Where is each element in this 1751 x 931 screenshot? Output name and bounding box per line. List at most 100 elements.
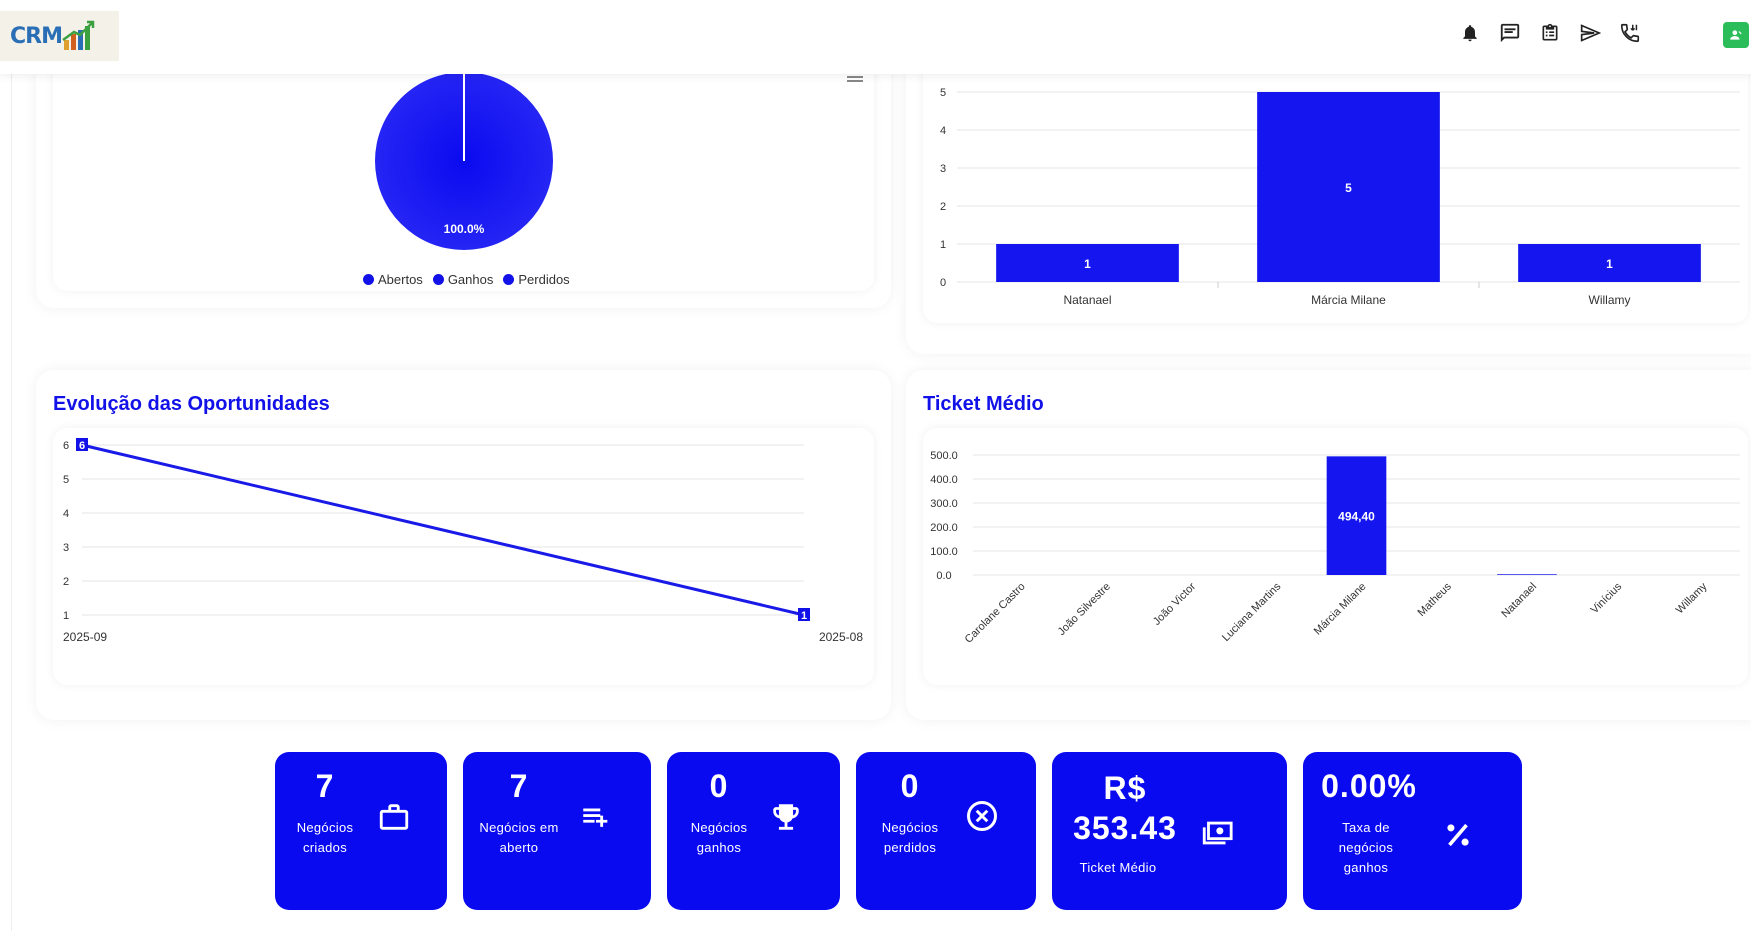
phone-icon[interactable]: [1619, 22, 1641, 44]
pie-legend: Abertos Ganhos Perdidos: [363, 272, 570, 287]
briefcase-icon: [379, 804, 409, 830]
ticket-bar-chart: 0.0 100.0 200.0 300.0 400.0 500.0 Carolane Cas…: [930, 450, 1740, 646]
bar[interactable]: [1257, 92, 1440, 282]
stat-value: 7: [315, 768, 335, 804]
legend-dot: [432, 274, 444, 285]
stat-negocios-perdidos[interactable]: 0 Negócios perdidos: [856, 752, 1036, 910]
pie-data-label: 100.0%: [444, 222, 485, 236]
legend-label: Ganhos: [447, 272, 494, 287]
logo-text: CRM: [10, 23, 63, 49]
stat-label: Taxa de negócios ganhos: [1338, 820, 1394, 875]
logo[interactable]: CRM: [0, 11, 119, 61]
stat-label: Ticket Médio: [1079, 860, 1157, 875]
x-tick-label: João Victor: [1151, 580, 1198, 627]
point-data-label: 6: [79, 440, 85, 452]
x-tick-label: Natanael: [1063, 293, 1111, 307]
bar-data-label: 5: [1345, 181, 1352, 195]
logo-chart-icon: [62, 20, 95, 50]
y-tick-label: 0: [940, 277, 946, 289]
x-tick-label: Willamy: [1589, 293, 1631, 307]
x-tick-label: João Silvestre: [1056, 581, 1113, 638]
bar[interactable]: [996, 244, 1179, 282]
chat-icon[interactable]: [1499, 22, 1521, 44]
bar-data-label: 1: [1084, 257, 1091, 271]
stat-label: Negócios em aberto: [479, 820, 559, 855]
stat-label: Negócios perdidos: [881, 820, 939, 855]
y-tick-label: 0.0: [936, 570, 951, 582]
playlist-add-icon: [583, 808, 608, 827]
y-tick-label: 500.0: [930, 450, 958, 462]
topbar-icons: [1459, 22, 1641, 44]
x-tick-label: Márcia Milane: [1311, 293, 1386, 307]
x-tick-label: Matheus: [1416, 580, 1455, 619]
stat-taxa-ganhos[interactable]: 0.00% Taxa de negócios ganhos: [1303, 752, 1522, 910]
stat-negocios-ganhos[interactable]: 0 Negócios ganhos: [667, 752, 840, 910]
bar-data-label: 494,40: [1338, 510, 1375, 524]
stat-label: Negócios ganhos: [690, 820, 748, 855]
percent-icon: [1447, 823, 1469, 847]
y-tick-label: 2: [63, 576, 69, 588]
y-tick-label: 4: [940, 125, 946, 137]
y-tick-label: 1: [63, 610, 69, 622]
y-tick-label: 4: [63, 508, 69, 520]
legend-label: Perdidos: [518, 272, 570, 287]
bar[interactable]: [1518, 244, 1701, 282]
y-tick-label: 5: [940, 87, 946, 99]
evolution-title: Evolução das Oportunidades: [53, 393, 330, 415]
cancel-icon: [967, 801, 997, 831]
point-label-box[interactable]: [76, 438, 88, 451]
y-tick-label: 1: [940, 239, 946, 251]
y-tick-label: 3: [63, 542, 69, 554]
legend-item-perdidos[interactable]: Perdidos: [503, 272, 570, 287]
bar[interactable]: [1497, 574, 1557, 575]
x-tick-label: 2025-08: [819, 630, 863, 644]
user-icon: [1730, 30, 1742, 40]
legend-dot: [503, 274, 515, 285]
y-tick-label: 3: [940, 163, 946, 175]
seller-deals-chart: 0 1 2 3 4 5 1 Natanael 5 Márcia Milane 1 Willamy: [940, 87, 1740, 307]
legend-label: Abertos: [378, 272, 423, 287]
bar[interactable]: [1326, 456, 1387, 575]
series-line: [81, 443, 805, 617]
x-tick-label: Natanael: [1499, 581, 1539, 621]
stat-value: 7: [509, 768, 529, 804]
stat-value: R$ 353.43: [1073, 770, 1177, 846]
y-tick-label: 2: [940, 201, 946, 213]
point-label-box[interactable]: [798, 608, 810, 621]
left-divider: [11, 74, 12, 931]
user-avatar[interactable]: [1723, 22, 1749, 48]
send-icon[interactable]: [1579, 22, 1601, 44]
bell-icon[interactable]: [1459, 22, 1481, 44]
x-tick-label: 2025-09: [63, 630, 107, 644]
legend-item-abertos[interactable]: Abertos: [363, 272, 423, 287]
bar-data-label: 1: [1606, 257, 1613, 271]
stat-value: 0: [900, 768, 920, 804]
ticket-title: Ticket Médio: [923, 393, 1044, 415]
trophy-icon: [773, 804, 799, 830]
y-tick-label: 5: [63, 474, 69, 486]
x-tick-label: Vinícius: [1589, 580, 1625, 616]
point-data-label: 1: [801, 610, 807, 622]
x-tick-label: Márcia Milane: [1312, 581, 1369, 638]
y-tick-label: 200.0: [930, 522, 958, 534]
stat-negocios-em-aberto[interactable]: 7 Negócios em aberto: [463, 752, 651, 910]
legend-item-ganhos[interactable]: Ganhos: [432, 272, 494, 287]
y-tick-label: 6: [63, 440, 69, 452]
top-bar: CRM: [0, 0, 1751, 74]
stat-ticket-medio[interactable]: R$ 353.43 Ticket Médio: [1052, 752, 1287, 910]
money-icon: [1202, 821, 1233, 845]
y-tick-label: 100.0: [930, 546, 958, 558]
stat-value: 0: [709, 768, 729, 804]
stat-label: Negócios criados: [296, 820, 354, 855]
x-tick-label: Willamy: [1674, 580, 1710, 616]
stat-value: 0.00%: [1321, 768, 1417, 804]
evolution-line-chart: 1 2 3 4 5 6 6 2025-09 1 2025-08: [63, 438, 863, 644]
y-tick-label: 400.0: [930, 474, 958, 486]
stat-negocios-criados[interactable]: 7 Negócios criados: [275, 752, 447, 910]
clipboard-icon[interactable]: [1539, 22, 1561, 44]
y-tick-label: 300.0: [930, 498, 958, 510]
legend-dot: [363, 274, 374, 285]
x-tick-label: Carolane Castro: [963, 581, 1028, 646]
status-pie-chart: 100.0%: [375, 72, 553, 250]
x-tick-label: Luciana Martins: [1220, 580, 1284, 644]
